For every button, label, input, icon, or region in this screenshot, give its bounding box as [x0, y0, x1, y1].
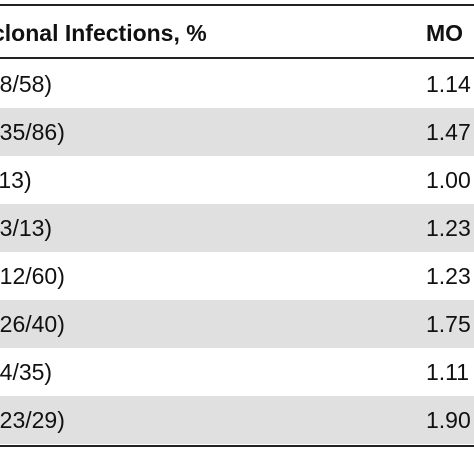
infections-cell: (26/40): [0, 310, 65, 337]
infections-cell: (23/29): [0, 406, 65, 433]
table-row: (26/40) 1.75: [0, 300, 474, 348]
infections-cell: (4/35): [0, 358, 53, 385]
header-moi: MO: [426, 19, 464, 46]
table-bottom-rule: [0, 445, 474, 447]
table-row: (12/60) 1.23: [0, 252, 474, 300]
moi-cell: 1.23: [426, 214, 471, 241]
infections-cell: (12/60): [0, 262, 65, 289]
table-header: clonal Infections, % MO: [0, 10, 474, 56]
moi-cell: 1.47: [426, 118, 471, 145]
table-row: (4/35) 1.11: [0, 348, 474, 396]
infections-cell: (8/58): [0, 70, 53, 97]
infections-cell: /13): [0, 166, 32, 193]
infections-cell: (3/13): [0, 214, 53, 241]
table-row: (3/13) 1.23: [0, 204, 474, 252]
table-header-rule: [0, 57, 474, 59]
moi-cell: 1.11: [426, 358, 470, 385]
moi-cell: 1.75: [426, 310, 471, 337]
header-infections: clonal Infections, %: [0, 19, 207, 46]
table-row: (23/29) 1.90: [0, 396, 474, 444]
infections-cell: (35/86): [0, 118, 65, 145]
moi-cell: 1.14: [426, 70, 471, 97]
moi-cell: 1.23: [426, 262, 471, 289]
moi-cell: 1.90: [426, 406, 471, 433]
table-row: (8/58) 1.14: [0, 60, 474, 108]
table-row: (35/86) 1.47: [0, 108, 474, 156]
moi-cell: 1.00: [426, 166, 471, 193]
table-top-rule: [0, 4, 474, 6]
table-row: /13) 1.00: [0, 156, 474, 204]
